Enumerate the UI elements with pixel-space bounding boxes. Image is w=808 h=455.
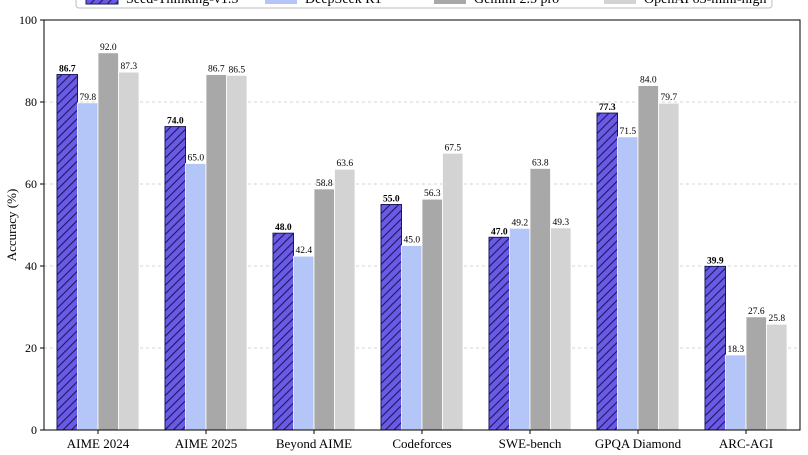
bar-gemini-2-5-pro [205,74,227,431]
data-label: 27.6 [748,307,765,317]
bar-openai-o3-mini-high [766,323,788,431]
x-tick-label: AIME 2025 [175,436,237,451]
bar-deepseek-r1 [293,255,315,431]
bar-gemini-2-5-pro [637,85,659,431]
y-tick-label: 40 [25,259,37,273]
bar-deepseek-r1 [725,354,747,431]
data-label: 86.7 [59,65,76,75]
bars [56,52,788,431]
y-axis-label: Accuracy (%) [4,189,19,262]
data-label: 56.3 [424,189,441,199]
y-tick-label: 0 [31,423,37,437]
bar-gemini-2-5-pro [529,168,551,431]
data-label: 18.3 [727,345,744,355]
x-tick-label: Beyond AIME [276,436,352,451]
y-tick-label: 100 [19,13,37,27]
legend-swatch [434,0,466,4]
data-label: 49.3 [552,218,569,228]
bar-gemini-2-5-pro [745,316,767,431]
data-label: 45.0 [403,236,420,246]
legend-label: DeepSeek R1 [305,0,382,7]
value-labels: 86.779.892.087.374.065.086.7 86.548.042.4… [59,43,785,355]
bar-seed-thinking-v1-5 [164,126,186,431]
x-tick-label: ARC-AGI [719,436,773,451]
data-label: 47.0 [491,227,508,237]
x-tick-label: Codeforces [392,436,451,451]
data-label: 86.5 [228,65,245,75]
bar-deepseek-r1 [401,245,423,431]
y-tick-label: 80 [25,95,37,109]
legend-label: Gemini 2.5 pro [474,0,559,7]
plot-frame [43,19,801,431]
data-label: 48.0 [275,223,292,233]
data-label: 86.7 [208,65,225,75]
legend: Seed-Thinking-v1.5 DeepSeek R1 Gemini 2.5 … [75,0,773,9]
data-label: 49.2 [511,218,528,228]
bar-openai-o3-mini-high [550,227,572,431]
bar-openai-o3-mini-high [226,74,248,431]
data-label: 63.6 [336,159,353,169]
data-label: 87.3 [120,62,137,72]
x-tick-label: AIME 2024 [67,436,130,451]
x-tick-label: SWE-bench [499,436,562,451]
legend-label: Seed-Thinking-v1.5 [126,0,238,7]
legend-box [75,0,773,9]
legend-swatch [265,0,297,4]
data-label: 55.0 [383,195,400,205]
data-label: 77.3 [599,103,616,113]
data-label: 67.5 [444,143,461,153]
data-label: 79.8 [79,93,96,103]
data-label: 58.8 [316,179,333,189]
legend-swatch [604,0,636,4]
bar-deepseek-r1 [77,102,99,431]
bar-gemini-2-5-pro [97,52,119,431]
bar-seed-thinking-v1-5 [272,232,294,431]
x-tick-label: GPQA Diamond [595,436,682,451]
bar-openai-o3-mini-high [334,168,356,431]
axes: 0 20 40 60 80 100 Accuracy (%) AIME 2024 AIME 20… [4,13,801,451]
bar-gemini-2-5-pro [313,188,335,431]
y-tick-label: 60 [25,177,37,191]
data-label: 71.5 [619,127,636,137]
bar-seed-thinking-v1-5 [56,74,78,431]
data-label: 79.7 [660,93,677,103]
bar-seed-thinking-v1-5 [380,204,402,431]
legend-swatch [85,0,119,5]
data-label: 74.0 [167,117,184,127]
data-label: 63.8 [532,158,549,168]
bar-seed-thinking-v1-5 [488,236,510,431]
bar-gemini-2-5-pro [421,198,443,431]
data-label: 92.0 [100,43,117,53]
bar-deepseek-r1 [617,136,639,431]
data-label: 84.0 [640,76,657,86]
bar-deepseek-r1 [509,227,531,431]
y-tick-label: 20 [25,341,37,355]
data-label: 39.9 [707,256,724,266]
data-label: 42.4 [295,246,312,256]
bar-seed-thinking-v1-5 [704,265,726,431]
bar-openai-o3-mini-high [118,71,140,431]
bar-openai-o3-mini-high [442,152,464,431]
legend-label: OpenAI o3-mini-high [644,0,766,7]
bar-deepseek-r1 [185,163,207,431]
bar-seed-thinking-v1-5 [596,112,618,431]
bar-openai-o3-mini-high [658,102,680,431]
data-label: 65.0 [187,154,204,164]
data-label: 25.8 [768,314,785,324]
